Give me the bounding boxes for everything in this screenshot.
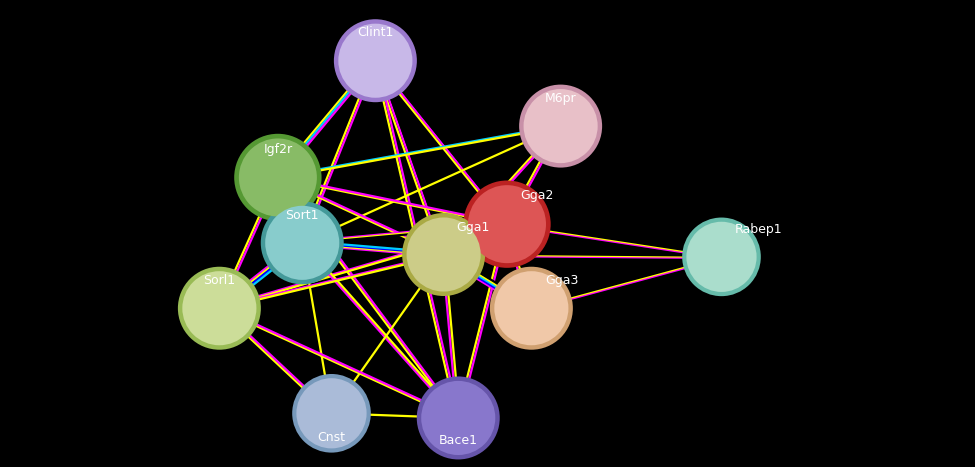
Ellipse shape (234, 134, 322, 221)
Ellipse shape (292, 374, 370, 453)
Ellipse shape (686, 222, 757, 292)
Text: Gga2: Gga2 (521, 189, 554, 202)
Ellipse shape (402, 213, 486, 296)
Ellipse shape (182, 271, 256, 345)
Text: M6pr: M6pr (545, 92, 576, 105)
Ellipse shape (682, 218, 761, 296)
Ellipse shape (338, 24, 412, 98)
Ellipse shape (407, 218, 481, 291)
Ellipse shape (489, 267, 573, 350)
Ellipse shape (260, 201, 344, 284)
Text: Igf2r: Igf2r (263, 142, 292, 156)
Text: Clint1: Clint1 (357, 26, 394, 39)
Text: Cnst: Cnst (318, 431, 345, 444)
Text: Rabep1: Rabep1 (735, 223, 783, 236)
Ellipse shape (421, 381, 495, 455)
Ellipse shape (468, 185, 546, 263)
Text: Sorl1: Sorl1 (204, 274, 235, 287)
Ellipse shape (333, 19, 417, 102)
Text: Bace1: Bace1 (439, 434, 478, 447)
Text: Gga3: Gga3 (545, 274, 578, 287)
Ellipse shape (296, 378, 367, 448)
Ellipse shape (494, 271, 568, 345)
Ellipse shape (524, 89, 598, 163)
Ellipse shape (416, 376, 500, 460)
Text: Gga1: Gga1 (456, 220, 489, 234)
Ellipse shape (239, 138, 317, 217)
Text: Sort1: Sort1 (286, 209, 319, 222)
Ellipse shape (463, 180, 551, 268)
Ellipse shape (265, 206, 339, 280)
Ellipse shape (177, 267, 261, 350)
Ellipse shape (519, 85, 603, 168)
